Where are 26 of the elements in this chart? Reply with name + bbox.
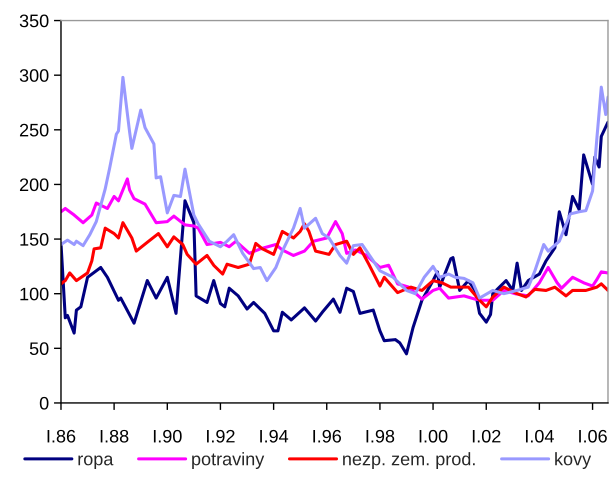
line-series [60, 120, 608, 356]
x-tick-label: I.90 [154, 430, 182, 443]
x-tick-label: I.86 [48, 430, 76, 443]
y-tick-label: 150 [20, 233, 48, 246]
legend-label: kovy [555, 452, 592, 469]
x-tick-label: I.00 [420, 430, 448, 443]
line-series [60, 221, 608, 308]
y-tick-label: 0 [40, 396, 48, 410]
legend-label: ropa [78, 456, 114, 469]
x-tick-label: I.94 [260, 430, 288, 443]
y-tick-label: 300 [20, 69, 48, 82]
x-tick-label: I.96 [313, 430, 342, 443]
y-tick-label: 350 [20, 14, 48, 28]
legend-label: nezp. zem. prod. [343, 452, 475, 469]
x-tick-label: I.88 [100, 430, 128, 443]
y-tick-label: 50 [30, 342, 48, 356]
x-tick-label: I.04 [526, 430, 554, 443]
y-tick-label: 250 [20, 124, 48, 137]
y-tick-label: 100 [20, 288, 48, 300]
y-tick-label: 200 [20, 178, 48, 192]
x-tick-label: I.98 [366, 430, 394, 443]
legend-label: potraviny [192, 452, 264, 469]
x-tick-label: I.06 [579, 430, 607, 443]
x-tick-label: I.02 [472, 430, 500, 443]
x-tick-label: I.92 [207, 430, 235, 443]
line-series [60, 76, 608, 300]
